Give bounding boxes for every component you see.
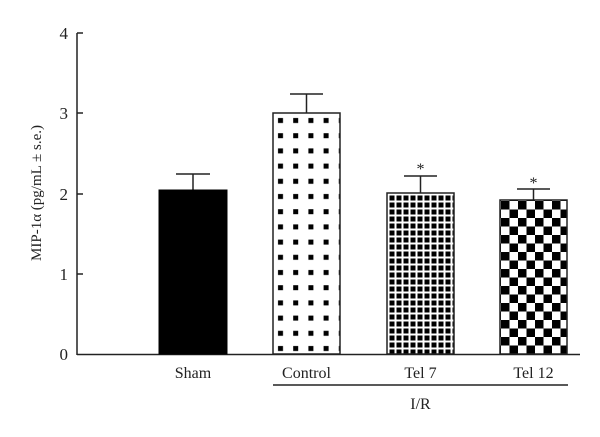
significance-marker: * — [530, 175, 538, 192]
bar-tel7: * — [386, 161, 455, 355]
y-tick-label: 3 — [60, 104, 69, 123]
group-label: I/R — [410, 396, 431, 413]
y-tick-label: 0 — [60, 345, 69, 364]
y-tick-label: 2 — [60, 185, 69, 204]
bar-tel12: * — [499, 175, 568, 355]
y-axis-label: MIP-1α (pg/mL ± s.e.) — [29, 125, 45, 261]
category-label-control: Control — [282, 365, 331, 382]
category-label-sham: Sham — [175, 365, 212, 382]
bar-control — [272, 93, 341, 355]
group-bracket-ir: I/R — [273, 384, 568, 413]
y-axis: 4 3 2 1 0 MIP-1α (pg/mL ± s.e.) — [29, 24, 83, 364]
bar-sham — [158, 173, 228, 355]
category-label-tel7: Tel 7 — [404, 365, 436, 382]
significance-marker: * — [417, 161, 425, 178]
y-tick-label: 1 — [60, 265, 69, 284]
y-tick-label: 4 — [60, 24, 69, 43]
category-label-tel12: Tel 12 — [513, 365, 553, 382]
